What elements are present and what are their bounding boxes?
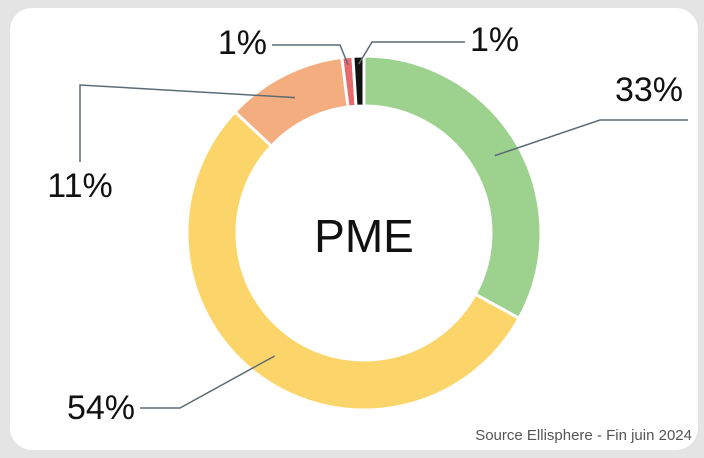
leader-line — [358, 41, 465, 65]
leader-line — [272, 44, 349, 66]
value-label: 54% — [67, 389, 135, 427]
donut — [185, 54, 543, 412]
donut-slice — [185, 109, 522, 412]
value-label: 1% — [470, 21, 519, 59]
value-label: 11% — [47, 167, 113, 205]
source-note: Source Ellisphere - Fin juin 2024 — [475, 427, 692, 444]
value-label: 1% — [218, 24, 267, 62]
chart-title: PME — [314, 210, 414, 262]
leader-line — [494, 119, 688, 157]
donut-slice — [362, 54, 543, 321]
value-label: 33% — [615, 71, 683, 109]
leader-line — [79, 84, 296, 162]
donut-slice — [351, 54, 366, 108]
leader-line — [140, 355, 276, 409]
card — [10, 8, 698, 450]
